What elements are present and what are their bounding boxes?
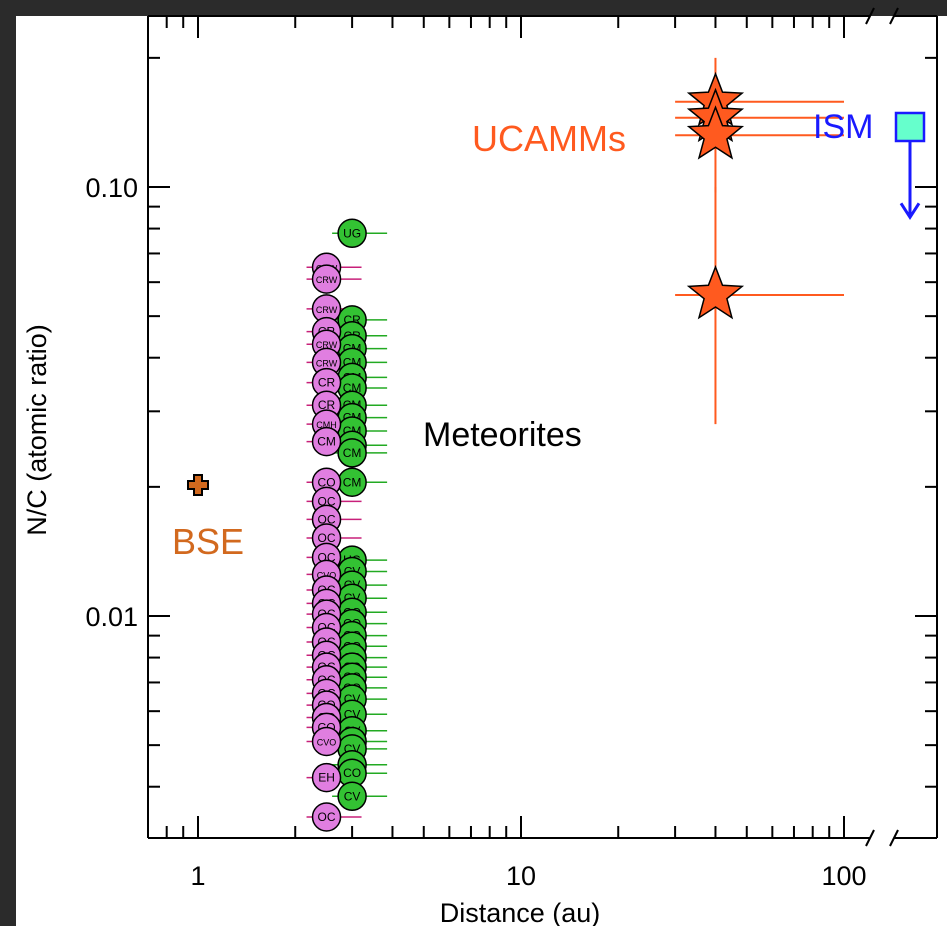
meteorite-class-label: CMH	[316, 420, 337, 430]
y-axis-title: N/C (atomic ratio)	[22, 324, 52, 536]
meteorite-class-label: EH	[318, 771, 335, 785]
labels-layer: Distance (au) N/C (atomic ratio) UCAMMs …	[22, 108, 873, 926]
x-tick-label: 10	[506, 861, 536, 891]
meteorite-class-label: CR	[318, 376, 336, 390]
x-axis-title: Distance (au)	[440, 898, 601, 926]
x-tick-label: 100	[821, 861, 866, 891]
dark-frame-top	[0, 0, 947, 16]
axis-break-mark	[889, 7, 899, 25]
annotation-bse: BSE	[172, 521, 244, 562]
meteorite-circle-point	[337, 218, 367, 249]
y-tick-label: 0.10	[85, 173, 138, 203]
meteorite-class-label: CO	[343, 766, 361, 780]
annotation-ism: ISM	[813, 108, 873, 146]
dark-frame-left	[0, 0, 16, 926]
axis-break-mark	[865, 829, 875, 847]
y-tick-label: 0.01	[85, 602, 138, 632]
axis-break-mark	[889, 829, 899, 847]
error-bars-layer	[306, 57, 921, 818]
ism-square-point	[894, 111, 926, 143]
meteorite-class-label: CM	[343, 475, 362, 489]
axes-layer: 1 10 100 0.01 0.10	[85, 7, 938, 891]
meteorite-circle-point	[311, 264, 342, 294]
meteorite-class-label: CM	[317, 435, 336, 449]
meteorite-circle-point	[337, 438, 367, 468]
meteorite-class-label: CM	[343, 446, 362, 460]
meteorite-class-label: CVO	[317, 737, 337, 747]
meteorite-circle-point	[337, 781, 367, 812]
ucamm-star-point	[686, 264, 745, 320]
meteorite-class-label: CRW	[316, 275, 338, 285]
meteorite-class-label: OC	[318, 531, 336, 545]
annotation-meteorites: Meteorites	[423, 416, 582, 454]
meteorite-circle-point	[311, 726, 342, 757]
meteorite-class-label: CV	[344, 789, 361, 803]
annotation-ucamms: UCAMMs	[472, 118, 626, 159]
meteorite-circle-point	[311, 762, 342, 793]
meteorite-class-label: CRW	[316, 340, 338, 350]
meteorite-class-label: OC	[318, 494, 336, 508]
meteorite-class-label: OC	[318, 810, 336, 824]
meteorite-circle-point	[311, 802, 342, 832]
meteorite-class-label: CO	[318, 475, 336, 489]
meteorite-class-label: UG	[343, 226, 361, 240]
bse-plus-point	[187, 474, 209, 497]
ucamm-star-point	[686, 105, 745, 160]
meteorite-class-label: CR	[318, 398, 336, 412]
meteorite-circle-point	[311, 426, 342, 457]
ism-arrow-head	[899, 202, 921, 221]
meteorite-class-label: OC	[318, 512, 336, 526]
markers-layer: UGCRCRCMCMCMCMCMCMCMCMCMCMUGCVCVCVCOCOCO…	[187, 71, 926, 832]
axis-break-mark	[865, 7, 875, 25]
x-tick-label: 1	[190, 861, 205, 891]
meteorite-class-label: CRW	[316, 305, 338, 315]
meteorite-class-label: CRW	[316, 358, 338, 368]
